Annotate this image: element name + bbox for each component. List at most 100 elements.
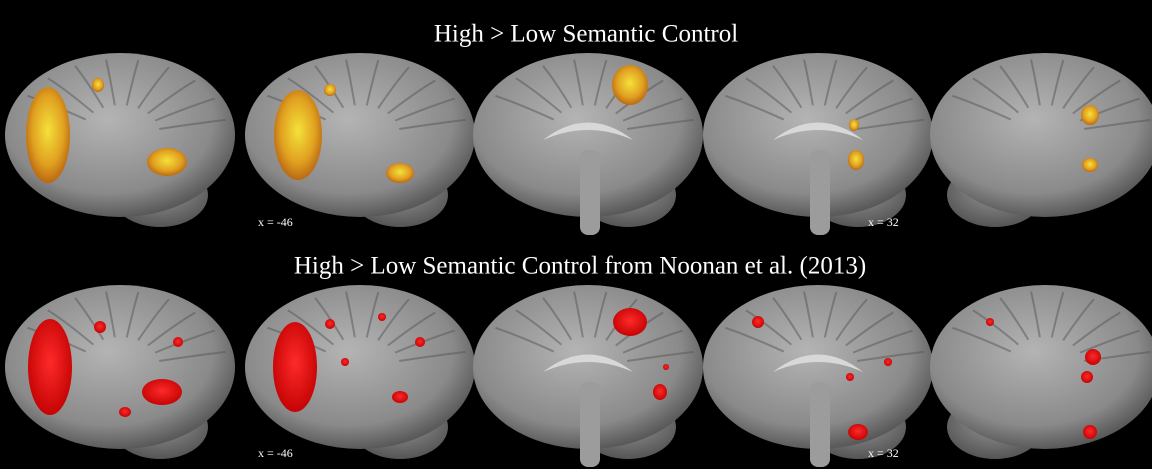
activation <box>613 308 647 336</box>
activation <box>274 90 322 180</box>
activation <box>415 337 425 347</box>
sulcus <box>105 291 116 338</box>
activation <box>653 384 667 400</box>
activation <box>378 313 386 321</box>
sulcus <box>542 65 573 109</box>
slice-label: x = -46 <box>258 215 293 229</box>
activation <box>324 84 336 96</box>
sulcus <box>593 291 608 338</box>
activation <box>173 337 183 347</box>
sulcus <box>154 97 216 122</box>
corpus-callosum <box>773 122 863 140</box>
sulcus <box>823 59 838 106</box>
sulcus <box>542 297 573 341</box>
activation <box>752 316 764 328</box>
sulcus <box>377 66 410 109</box>
activation <box>92 78 104 92</box>
sulcus <box>154 329 216 354</box>
corpus-callosum <box>543 122 633 140</box>
panel-title: High > Low Semantic Control from Noonan … <box>294 253 866 280</box>
sulcus <box>365 291 380 338</box>
sulcus <box>1072 79 1121 115</box>
brain <box>930 53 1152 227</box>
sulcus <box>314 65 345 109</box>
activation <box>325 319 335 329</box>
sulcus <box>1079 329 1141 354</box>
sulcus <box>627 118 694 131</box>
sulcus <box>74 297 105 341</box>
sulcus <box>394 97 456 122</box>
sulcus <box>147 79 196 115</box>
sulcus <box>573 59 584 106</box>
sulcus <box>399 350 466 363</box>
sulcus <box>857 118 924 131</box>
sulcus <box>972 309 1019 346</box>
brainstem <box>810 150 830 235</box>
sulcus <box>125 59 140 106</box>
cortex <box>930 285 1152 449</box>
sulcus <box>725 94 785 121</box>
brain <box>473 53 703 235</box>
activation <box>848 150 864 170</box>
sulcus <box>495 94 555 121</box>
brain <box>930 285 1152 459</box>
sulcus <box>1050 291 1065 338</box>
activation <box>986 318 994 326</box>
sulcus <box>845 79 894 115</box>
brain <box>245 53 475 227</box>
activation <box>147 148 187 176</box>
brain-images <box>5 53 1152 467</box>
sulcus <box>725 326 785 353</box>
sulcus <box>47 309 94 346</box>
brain <box>245 285 475 459</box>
sulcus <box>1050 59 1065 106</box>
sulcus <box>287 77 334 114</box>
brain <box>5 285 235 459</box>
sulcus <box>622 329 684 354</box>
sulcus <box>835 66 868 109</box>
sulcus <box>147 311 196 347</box>
brainstem <box>580 382 600 467</box>
activation <box>1081 105 1099 125</box>
activation <box>846 373 854 381</box>
sulcus <box>365 59 380 106</box>
cortex <box>5 285 235 449</box>
activation <box>386 163 414 183</box>
sulcus <box>772 65 803 109</box>
sulcus <box>593 59 608 106</box>
activation <box>119 407 131 417</box>
sulcus <box>999 65 1030 109</box>
sulcus <box>622 97 684 122</box>
sulcus <box>952 326 1012 353</box>
activation <box>849 119 859 131</box>
activation <box>142 379 182 405</box>
sulcus <box>573 291 584 338</box>
cortex <box>930 53 1152 217</box>
sulcus <box>1030 291 1041 338</box>
sulcus <box>159 118 226 131</box>
activation <box>1085 349 1101 365</box>
sulcus <box>287 309 334 346</box>
activation <box>1082 158 1098 172</box>
sulcus <box>105 59 116 106</box>
brain <box>5 53 235 227</box>
cortex <box>703 53 933 217</box>
sulcus <box>1030 59 1041 106</box>
sulcus <box>772 297 803 341</box>
sulcus <box>345 291 356 338</box>
sulcus <box>627 350 694 363</box>
sulcus <box>1084 118 1151 131</box>
sulcus <box>845 311 894 347</box>
sulcus <box>394 329 456 354</box>
corpus-callosum <box>773 354 863 372</box>
sulcus <box>999 297 1030 341</box>
sulcus <box>495 326 555 353</box>
sulcus <box>125 291 140 338</box>
panel-title: High > Low Semantic Control <box>434 21 738 48</box>
sulcus <box>1062 298 1095 341</box>
slice-label: x = 32 <box>868 446 899 460</box>
sulcus <box>137 66 170 109</box>
sulcus <box>387 79 436 115</box>
activation <box>392 391 408 403</box>
